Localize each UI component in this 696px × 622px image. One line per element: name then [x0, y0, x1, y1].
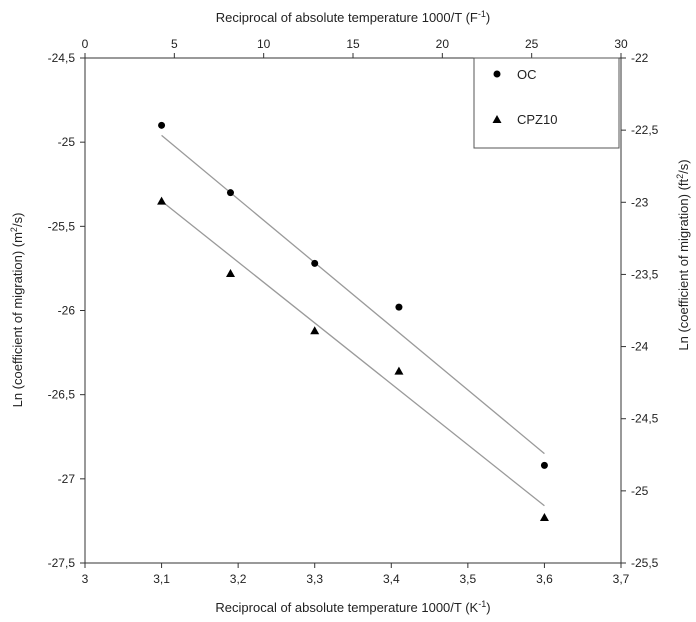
y2-tick-label: -25,5 — [631, 556, 659, 570]
top-axis-ticks: 0 5 10 15 20 25 30 — [82, 37, 628, 58]
data-point-cpz10 — [394, 366, 404, 375]
trend-lines — [161, 134, 545, 507]
y-tick-label: -27 — [58, 472, 76, 486]
x-tick-label: 3,1 — [153, 572, 170, 586]
legend: OC CPZ10 — [473, 57, 620, 149]
y-tick-label: -25,5 — [48, 219, 76, 233]
legend-marker-cpz10 — [492, 115, 502, 123]
bottom-axis-ticks: 3 3,1 3,2 3,3 3,4 3,5 3,6 3,7 — [82, 563, 630, 586]
y2-tick-label: -25 — [631, 484, 649, 498]
right-axis-label: Ln (coefficient of migration) (ft2/s) — [675, 159, 691, 350]
x-tick-label: 3 — [82, 572, 89, 586]
data-point-cpz10 — [310, 326, 320, 335]
left-axis-label: Ln (coefficient of migration) (m2/s) — [9, 213, 25, 408]
data-point-oc — [395, 303, 403, 311]
y-tick-label: -24,5 — [48, 51, 76, 65]
x-tick-label: 3,2 — [230, 572, 247, 586]
right-axis-ticks: -22 -22,5 -23 -23,5 -24 -24,5 -25 -25,5 — [621, 51, 659, 570]
x2-tick-label: 20 — [436, 37, 450, 51]
x-tick-label: 3,7 — [613, 572, 630, 586]
data-point-cpz10 — [539, 513, 549, 522]
x2-tick-label: 10 — [257, 37, 271, 51]
trend-line-oc — [161, 134, 545, 455]
x2-tick-label: 25 — [525, 37, 539, 51]
x-tick-label: 3,3 — [306, 572, 323, 586]
y-tick-label: -26 — [58, 304, 76, 318]
y-tick-label: -27,5 — [48, 556, 76, 570]
data-point-oc — [540, 461, 548, 469]
x-tick-label: 3,4 — [383, 572, 400, 586]
y2-tick-label: -23,5 — [631, 267, 659, 281]
y2-tick-label: -24 — [631, 340, 649, 354]
data-point-oc — [226, 189, 234, 197]
y2-tick-label: -22 — [631, 51, 649, 65]
y2-tick-label: -24,5 — [631, 412, 659, 426]
x2-tick-label: 30 — [614, 37, 628, 51]
x-tick-label: 3,6 — [536, 572, 553, 586]
top-axis-label: Reciprocal of absolute temperature 1000/… — [216, 9, 490, 25]
x2-tick-label: 0 — [82, 37, 89, 51]
x-tick-label: 3,5 — [460, 572, 477, 586]
legend-marker-oc — [493, 70, 501, 78]
y-tick-label: -25 — [58, 135, 76, 149]
trend-line-cpz10 — [161, 200, 545, 507]
bottom-axis-label: Reciprocal of absolute temperature 1000/… — [215, 599, 490, 615]
data-point-oc — [311, 259, 319, 267]
data-point-oc — [158, 121, 166, 129]
x2-tick-label: 5 — [171, 37, 178, 51]
data-points — [157, 121, 549, 522]
y2-tick-label: -23 — [631, 195, 649, 209]
legend-label-cpz10: CPZ10 — [517, 112, 557, 127]
data-point-cpz10 — [157, 196, 167, 205]
y2-tick-label: -22,5 — [631, 123, 659, 137]
left-axis-ticks: -24,5 -25 -25,5 -26 -26,5 -27 -27,5 — [48, 51, 85, 570]
y-tick-label: -26,5 — [48, 388, 76, 402]
data-point-cpz10 — [225, 268, 235, 277]
x2-tick-label: 15 — [346, 37, 360, 51]
legend-label-oc: OC — [517, 67, 537, 82]
